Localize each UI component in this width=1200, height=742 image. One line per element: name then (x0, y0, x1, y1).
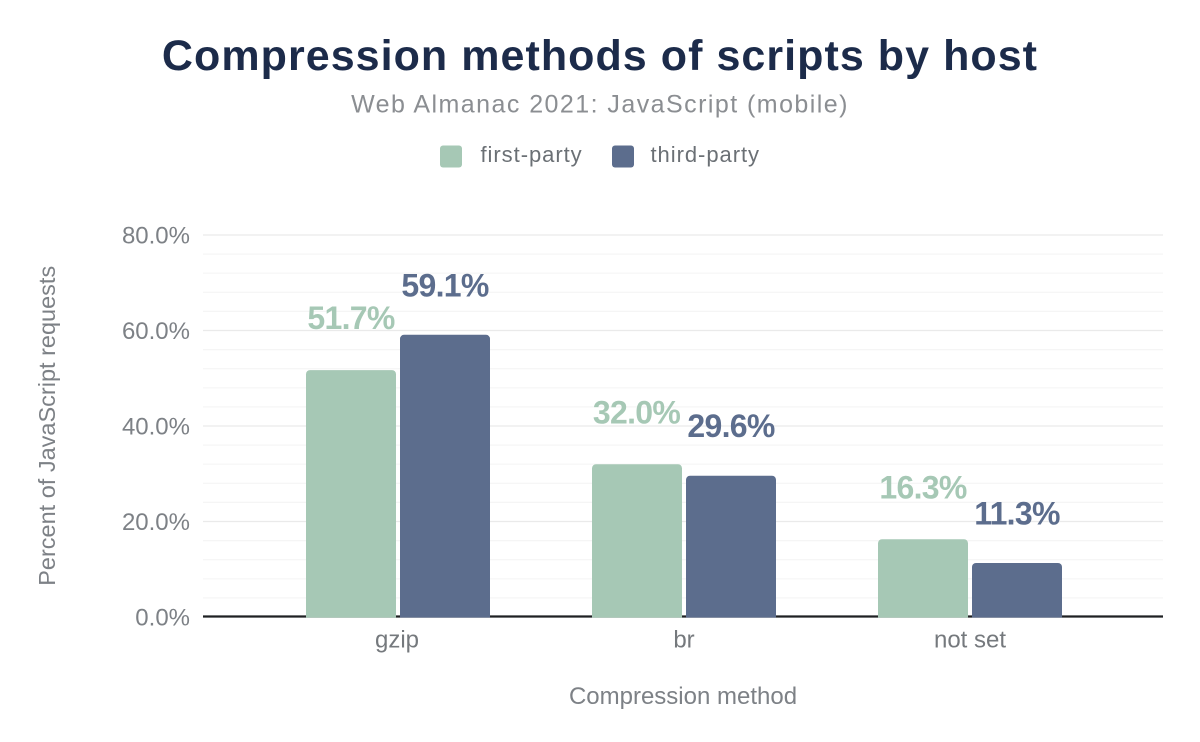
svg-text:20.0%: 20.0% (122, 509, 190, 536)
svg-text:third-party: third-party (651, 142, 760, 167)
svg-text:60.0%: 60.0% (122, 318, 190, 345)
svg-text:br: br (673, 626, 694, 653)
svg-text:80.0%: 80.0% (122, 222, 190, 249)
svg-text:16.3%: 16.3% (879, 470, 966, 506)
svg-text:not set: not set (934, 626, 1006, 653)
svg-text:11.3%: 11.3% (974, 496, 1060, 532)
svg-text:Compression methods of scripts: Compression methods of scripts by host (162, 32, 1038, 80)
svg-text:first-party: first-party (481, 142, 583, 167)
svg-text:32.0%: 32.0% (593, 395, 680, 431)
svg-text:Compression method: Compression method (569, 683, 797, 710)
svg-text:gzip: gzip (375, 626, 419, 653)
svg-text:0.0%: 0.0% (135, 604, 190, 631)
svg-text:29.6%: 29.6% (687, 408, 774, 444)
svg-text:Web Almanac 2021: JavaScript (: Web Almanac 2021: JavaScript (mobile) (351, 91, 849, 119)
svg-text:40.0%: 40.0% (122, 413, 190, 440)
svg-text:Percent of JavaScript requests: Percent of JavaScript requests (34, 266, 60, 586)
svg-text:59.1%: 59.1% (401, 267, 488, 303)
svg-text:51.7%: 51.7% (307, 300, 394, 336)
